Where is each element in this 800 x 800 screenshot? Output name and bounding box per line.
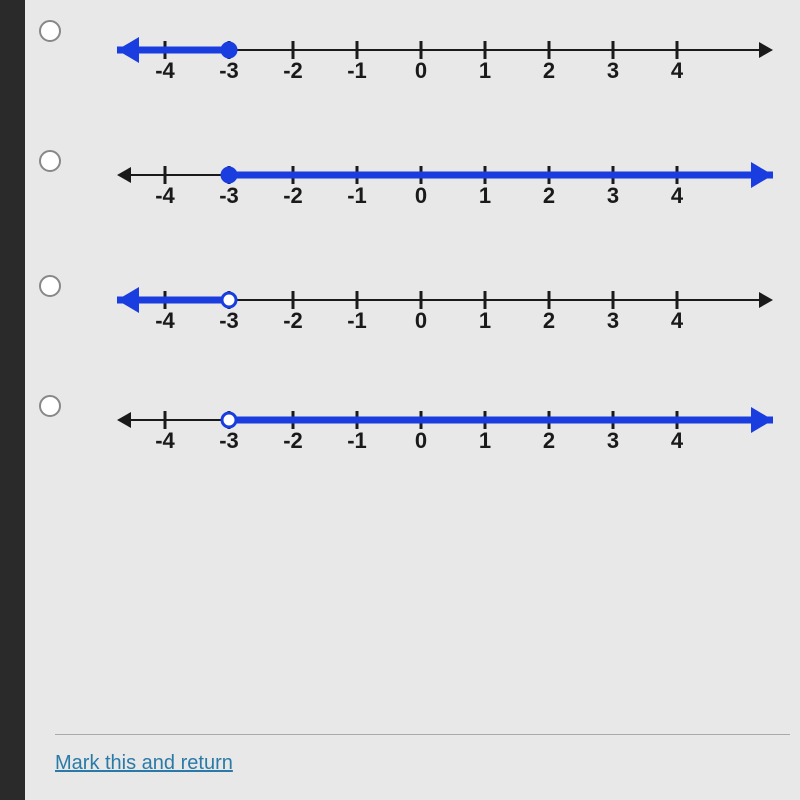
tick-label: -2	[283, 308, 303, 334]
tick-label: 3	[607, 58, 619, 84]
tick-label: 3	[607, 428, 619, 454]
number-line-3: -4 -3 -2 -1 0 1 2 3 4	[25, 280, 800, 340]
tick-label: -1	[347, 58, 367, 84]
number-line-1: -4 -3 -2 -1 0 1 2 3 4	[25, 30, 800, 90]
tick-label: 2	[543, 308, 555, 334]
tick-label: 3	[607, 308, 619, 334]
tick-label: -4	[155, 58, 175, 84]
tick-label: -2	[283, 183, 303, 209]
tick-label: -4	[155, 183, 175, 209]
tick-label: 2	[543, 428, 555, 454]
mark-return-link[interactable]: Mark this and return	[55, 752, 233, 775]
tick-label: -3	[219, 183, 239, 209]
tick-label: 1	[479, 183, 491, 209]
tick-label: 0	[415, 183, 427, 209]
tick-label: -1	[347, 308, 367, 334]
tick-label: 4	[671, 308, 683, 334]
tick-label: -3	[219, 428, 239, 454]
tick-label: -4	[155, 428, 175, 454]
tick-label: 3	[607, 183, 619, 209]
tick-label: -1	[347, 183, 367, 209]
tick-label: -1	[347, 428, 367, 454]
tick-label: -4	[155, 308, 175, 334]
tick-label: 0	[415, 428, 427, 454]
tick-label: 2	[543, 183, 555, 209]
tick-label: -3	[219, 58, 239, 84]
content-area: -4 -3 -2 -1 0 1 2 3 4 -4 -3 -2 -1 0 1 2 3 4	[25, 0, 800, 800]
number-line-2: -4 -3 -2 -1 0 1 2 3 4	[25, 155, 800, 215]
tick-label: -2	[283, 58, 303, 84]
tick-label: 2	[543, 58, 555, 84]
left-vertical-bar	[0, 0, 25, 800]
tick-label: -2	[283, 428, 303, 454]
tick-label: 4	[671, 428, 683, 454]
tick-label: 4	[671, 183, 683, 209]
tick-label: 0	[415, 308, 427, 334]
tick-label: 1	[479, 308, 491, 334]
tick-label: 1	[479, 428, 491, 454]
tick-label: 1	[479, 58, 491, 84]
tick-label: -3	[219, 308, 239, 334]
tick-label: 4	[671, 58, 683, 84]
tick-label: 0	[415, 58, 427, 84]
footer-divider	[55, 734, 790, 735]
number-line-4: -4 -3 -2 -1 0 1 2 3 4	[25, 400, 800, 460]
